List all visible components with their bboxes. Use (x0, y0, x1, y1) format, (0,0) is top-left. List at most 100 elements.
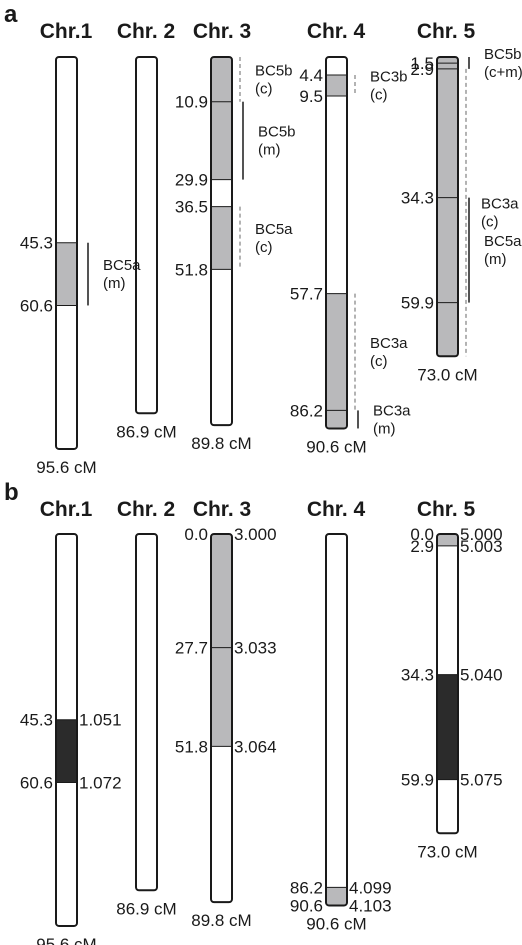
chromosome-1: Chr.1 45.3 60.6 1.051 1.072 95.6 cM (20, 498, 122, 945)
chromosome-2: Chr. 2 86.9 cM (116, 498, 176, 918)
qtl-annotation: (c+m) (484, 64, 522, 81)
chromosome-1: Chr.1 45.3 60.6 95.6 cM BC5a(m) (20, 20, 141, 477)
marker-id-label: 3.064 (234, 737, 277, 756)
chromosome-title: Chr. 3 (193, 20, 251, 43)
chromosome-title: Chr.1 (40, 20, 93, 43)
chromosome-length-label: 95.6 cM (36, 458, 96, 477)
position-label: 27.7 (175, 639, 208, 658)
chromosome-bar (325, 56, 348, 430)
qtl-region (326, 887, 347, 906)
qtl-annotation: BC5a (103, 257, 141, 274)
chromosome-4: Chr. 44.49.557.786.290.6 cMBC3b(c)BC3a(c… (290, 20, 411, 456)
position-label: 29.9 (175, 171, 208, 190)
chromosome-title: Chr. 2 (117, 498, 175, 521)
position-label: 0.0 (410, 525, 434, 544)
qtl-annotation: (c) (370, 86, 388, 103)
marker-id-label: 3.000 (234, 525, 277, 544)
position-label: 9.5 (299, 87, 323, 106)
position-label: 2.9 (410, 537, 434, 556)
qtl-region (211, 206, 232, 270)
position-label: 60.6 (20, 296, 53, 315)
qtl-annotation: BC5b (484, 46, 522, 63)
qtl-region (437, 534, 458, 546)
qtl-annotation: BC3b (370, 68, 408, 85)
qtl-annotation: BC5a (484, 233, 522, 250)
marker-id-label: 5.003 (460, 537, 503, 556)
position-label: 4.4 (299, 66, 323, 85)
chromosome-title: Chr. 4 (307, 20, 366, 43)
qtl-annotation: (m) (103, 275, 126, 292)
qtl-region (437, 674, 458, 780)
qtl-annotation: BC3a (481, 196, 519, 213)
chromosome-length-label: 89.8 cM (191, 434, 251, 453)
chromosome-title: Chr. 2 (117, 20, 175, 43)
position-label: 1.5 (410, 54, 434, 73)
position-label: 2.9 (410, 60, 434, 79)
position-label: 34.3 (401, 666, 434, 685)
chromosome-bar (436, 56, 459, 358)
chromosome-length-label: 90.6 cM (306, 914, 366, 933)
panel-label: b (4, 479, 19, 506)
chromosome-title: Chr. 5 (417, 498, 476, 521)
chromosome-bar (210, 533, 233, 904)
qtl-region (211, 534, 232, 747)
qtl-annotation: BC5b (258, 124, 296, 141)
qtl-annotation: (c) (370, 353, 388, 370)
chromosome-title: Chr.1 (40, 498, 93, 521)
position-label: 45.3 (20, 711, 53, 730)
qtl-region (211, 57, 232, 180)
position-label: 45.3 (20, 234, 53, 253)
marker-id-label: 1.051 (79, 711, 122, 730)
qtl-annotation: BC3a (373, 402, 411, 419)
marker-id-label: 4.103 (349, 896, 392, 915)
position-label: 86.2 (290, 401, 323, 420)
position-label: 59.9 (401, 294, 434, 313)
qtl-annotation: (m) (484, 251, 507, 268)
marker-id-label: 3.033 (234, 639, 277, 658)
chromosome-bar (325, 533, 348, 907)
qtl-annotation: BC5a (255, 221, 293, 238)
chromosome-length-label: 73.0 cM (417, 365, 477, 384)
position-label: 0.0 (184, 525, 208, 544)
chromosome-length-label: 95.6 cM (36, 935, 96, 945)
chromosome-bar (135, 533, 158, 892)
position-label: 36.5 (175, 198, 208, 217)
marker-id-label: 5.075 (460, 771, 503, 790)
marker-id-label: 5.040 (460, 666, 503, 685)
chromosome-bar (55, 533, 78, 927)
qtl-annotation: (c) (481, 214, 499, 231)
qtl-annotation: (m) (258, 142, 281, 159)
position-label: 60.6 (20, 773, 53, 792)
chromosome-length-label: 73.0 cM (417, 842, 477, 861)
position-label: 34.3 (401, 189, 434, 208)
qtl-region (326, 293, 347, 429)
qtl-annotation: (c) (255, 239, 273, 256)
qtl-region (326, 75, 347, 96)
qtl-region (437, 57, 458, 357)
chromosome-title: Chr. 3 (193, 498, 251, 521)
position-label: 51.8 (175, 737, 208, 756)
qtl-annotation: (c) (255, 80, 273, 97)
panel-b: b Chr.1 45.3 60.6 1.051 1.072 95.6 cM Chr. 2 86.… (4, 479, 503, 945)
chromosome-length-label: 86.9 cM (116, 422, 176, 441)
chromosome-3: Chr. 3 0.0 27.7 51.8 3.000 3.033 3.064 89.8 cM (175, 498, 277, 930)
marker-id-label: 1.072 (79, 773, 122, 792)
qtl-region (56, 719, 77, 783)
chromosome-bar (210, 56, 233, 427)
position-label: 86.2 (290, 878, 323, 897)
qtl-region (56, 242, 77, 306)
chromosome-2: Chr. 2 86.9 cM (116, 20, 176, 441)
position-label: 90.6 (290, 896, 323, 915)
chromosome-title: Chr. 4 (307, 498, 366, 521)
qtl-annotation: (m) (373, 420, 396, 437)
position-label: 57.7 (290, 285, 323, 304)
marker-id-label: 4.099 (349, 878, 392, 897)
chromosome-bar (436, 533, 459, 835)
chromosome-length-label: 90.6 cM (306, 437, 366, 456)
chromosome-bar (55, 56, 78, 450)
position-label: 51.8 (175, 260, 208, 279)
chromosome-title: Chr. 5 (417, 20, 476, 43)
